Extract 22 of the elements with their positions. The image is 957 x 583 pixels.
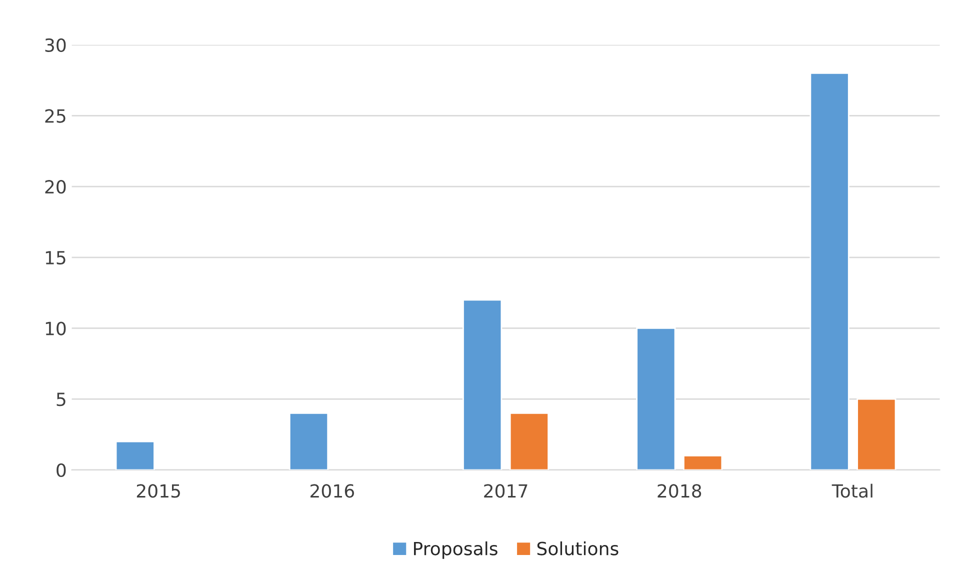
y-tick-label: 5 [56, 392, 66, 406]
legend-label: Proposals [414, 541, 498, 559]
bar [683, 455, 723, 470]
x-tick-label: 2017 [484, 484, 528, 498]
bar [509, 412, 549, 470]
bar [115, 440, 155, 470]
y-tick-label: 15 [46, 251, 66, 265]
x-tick-label: 2015 [136, 484, 180, 498]
bar [462, 299, 502, 470]
bar [636, 328, 676, 470]
bar [288, 412, 329, 470]
y-tick-label: 25 [45, 109, 66, 123]
bar [810, 72, 850, 470]
x-tick-label: Total [832, 484, 872, 498]
y-tick-label: 10 [46, 322, 66, 336]
x-tick-label: 2016 [310, 484, 354, 498]
legend-label: Solutions [537, 541, 618, 556]
y-tick-label: 0 [56, 463, 66, 478]
x-tick-label: 2018 [658, 484, 702, 498]
y-tick-label: 30 [45, 38, 66, 52]
y-tick-label: 20 [45, 180, 66, 194]
bar [856, 398, 896, 470]
